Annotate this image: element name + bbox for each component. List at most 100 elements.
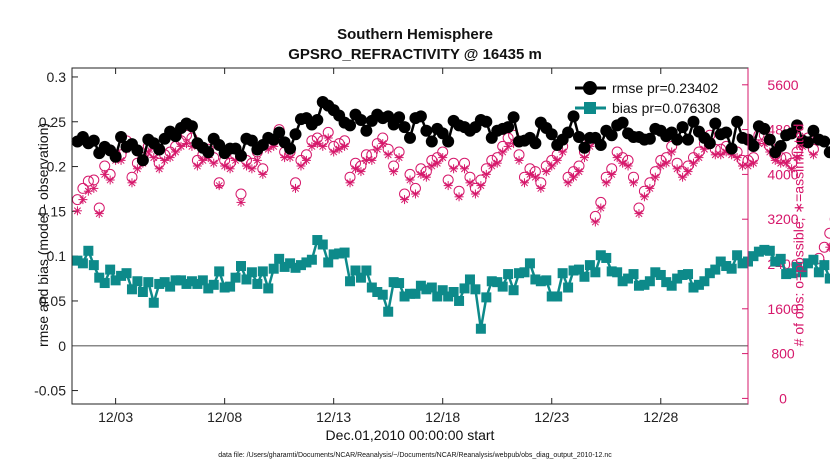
rmse-point (758, 122, 771, 135)
assimilated-obs-point (498, 147, 508, 157)
bias-point (612, 267, 623, 278)
rmse-point (354, 113, 367, 126)
bias-point (350, 265, 361, 276)
assimilated-obs-point (236, 197, 246, 207)
bias-point (426, 282, 437, 293)
bias-point (208, 279, 219, 290)
bias-point (301, 257, 312, 268)
bias-point (710, 264, 721, 275)
assimilated-obs-point (72, 206, 82, 216)
assimilated-obs-point (132, 164, 142, 174)
rmse-point (311, 113, 324, 126)
bias-point (824, 273, 830, 284)
assimilated-obs-point (372, 144, 382, 154)
bias-point (601, 252, 612, 263)
assimilated-obs-point (476, 181, 486, 191)
assimilated-obs-point (258, 169, 268, 179)
assimilated-obs-point (552, 155, 562, 165)
bias-point (639, 279, 650, 290)
bias-point (644, 276, 655, 287)
bias-point (737, 258, 748, 269)
rmse-point (360, 124, 373, 137)
bias-point (481, 292, 492, 303)
assimilated-obs-point (547, 161, 557, 171)
bias-point (574, 264, 584, 275)
bias-point (137, 287, 148, 297)
bias-point (519, 267, 530, 278)
y-right-tick-label: 1600 (767, 301, 798, 317)
assimilated-obs-point (247, 164, 257, 174)
rmse-point (87, 134, 100, 147)
rmse-point (136, 154, 149, 167)
rmse-point (573, 130, 585, 143)
bias-point (606, 266, 617, 277)
assimilated-obs-point (378, 139, 388, 149)
rmse-point (774, 139, 787, 152)
rmse-point (567, 110, 580, 123)
rmse-point (720, 126, 733, 139)
assimilated-obs-point (345, 178, 355, 188)
bias-point (781, 269, 792, 280)
bias-point (557, 268, 568, 279)
assimilated-obs-point (225, 164, 235, 174)
bias-point (88, 260, 99, 271)
assimilated-obs-point (465, 178, 475, 188)
rmse-point (687, 115, 700, 128)
x-tick-label: 12/28 (643, 409, 678, 425)
assimilated-obs-point (432, 158, 442, 168)
assimilated-obs-point (514, 155, 524, 165)
y-tick-label: -0.05 (34, 383, 66, 399)
assimilated-obs-point (688, 158, 698, 168)
bias-point (181, 278, 192, 289)
bias-point (290, 262, 301, 273)
legend-bias-label: bias pr=0.076308 (612, 100, 721, 116)
chart-title-line-1: Southern Hemisphere (337, 26, 493, 43)
rmse-point (398, 121, 411, 134)
bias-point (339, 247, 350, 258)
bias-point (214, 266, 225, 277)
bias-point (148, 297, 159, 308)
assimilated-obs-point (623, 161, 633, 171)
assimilated-obs-point (661, 158, 671, 168)
assimilated-obs-point (536, 183, 546, 193)
x-tick-label: 12/08 (207, 409, 242, 425)
rmse-point (616, 116, 629, 129)
assimilated-obs-point (470, 189, 480, 199)
assimilated-obs-point (410, 189, 420, 199)
assimilated-obs-point (694, 153, 704, 163)
bias-point (617, 276, 628, 287)
rmse-point (763, 133, 776, 146)
rmse-point (594, 139, 607, 152)
bias-point (295, 260, 306, 271)
bias-point (655, 269, 666, 280)
assimilated-obs-point (781, 158, 791, 168)
x-tick-label: 12/13 (316, 409, 351, 425)
bias-point (170, 275, 181, 286)
bias-point (726, 263, 737, 274)
rmse-point (273, 126, 286, 139)
rmse-point (676, 121, 689, 134)
bias-point (388, 277, 399, 288)
bias-point (143, 277, 154, 288)
bias-point (410, 288, 421, 299)
bias-point (192, 278, 203, 289)
rmse-point (420, 124, 433, 137)
assimilated-obs-point (650, 172, 660, 182)
bias-point (579, 271, 590, 282)
bias-point (759, 244, 770, 255)
assimilated-obs-point (416, 169, 426, 179)
bias-point (366, 282, 377, 293)
assimilated-obs-point (94, 209, 104, 219)
bias-point (503, 269, 514, 280)
bias-point (230, 272, 241, 283)
rmse-point (545, 128, 558, 141)
rmse-point (502, 121, 515, 134)
bias-point (699, 276, 710, 287)
bias-point (802, 258, 813, 269)
bias-point (797, 267, 808, 278)
y-tick-label: 0.25 (39, 114, 66, 130)
assimilated-obs-point (323, 133, 333, 143)
possible-obs-point (82, 175, 94, 187)
bias-point (704, 268, 715, 279)
